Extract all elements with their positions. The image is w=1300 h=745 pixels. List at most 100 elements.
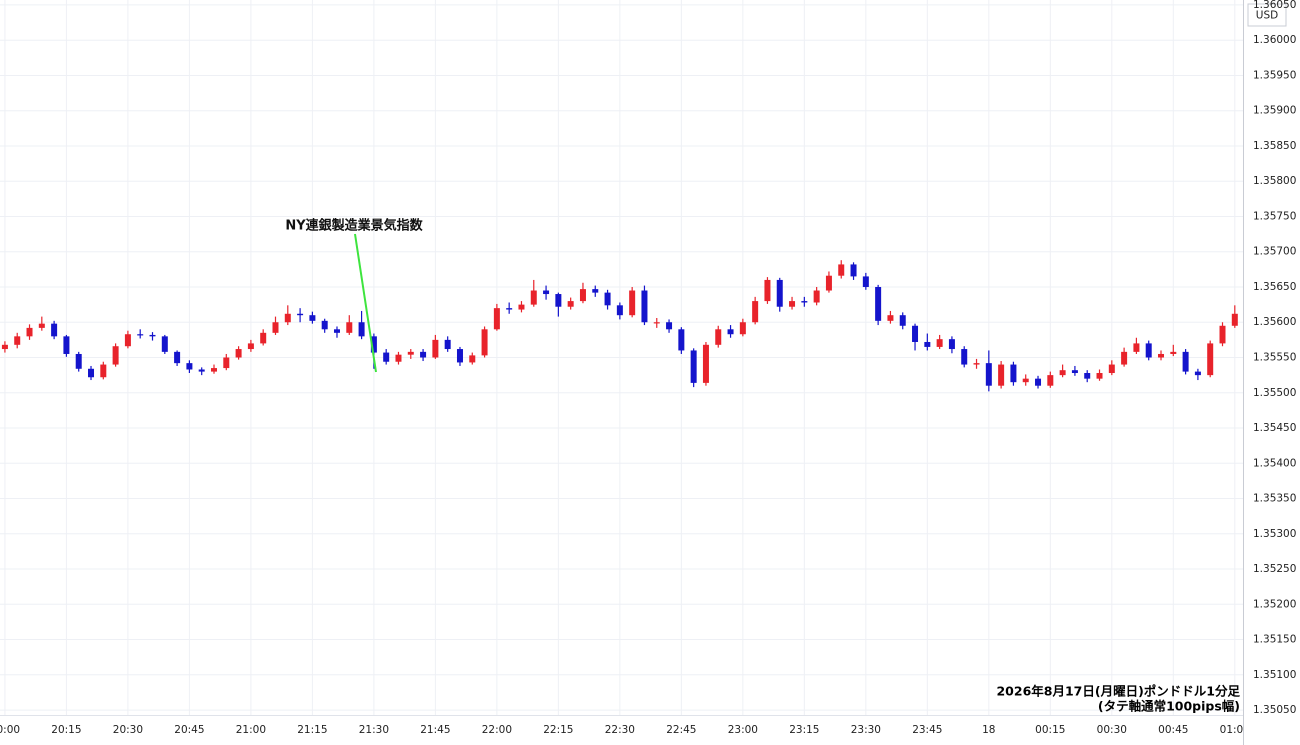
candle-body [961, 349, 968, 365]
candle-body [973, 363, 980, 365]
x-tick-label: 23:30 [851, 724, 881, 736]
currency-label: USD [1256, 10, 1278, 22]
candle-body [223, 357, 230, 369]
candle-body [530, 290, 537, 305]
candle-body [100, 364, 107, 378]
x-tick-label: 01:00 [1220, 724, 1250, 736]
candle-body [407, 351, 414, 355]
y-tick-label: 1.35050 [1253, 704, 1296, 716]
candle-body [112, 346, 119, 365]
x-tick-label: 21:45 [420, 724, 450, 736]
candle-body [641, 290, 648, 323]
y-tick-label: 1.35150 [1253, 634, 1296, 646]
candle-body [1170, 351, 1177, 354]
y-tick-label: 1.35250 [1253, 563, 1296, 575]
x-tick-label: 23:15 [789, 724, 819, 736]
candle-body [420, 351, 427, 358]
candle-body [506, 308, 513, 310]
candle-body [235, 349, 242, 358]
candle-body [899, 315, 906, 326]
candle-body [789, 301, 796, 307]
candle-body [653, 322, 660, 324]
candle-body [198, 369, 205, 372]
y-tick-label: 1.36050 [1253, 0, 1296, 11]
candle-body [1010, 364, 1017, 383]
candle-body [752, 301, 759, 323]
x-tick-label: 21:00 [236, 724, 266, 736]
candle-body [469, 355, 476, 363]
candle-body [690, 350, 697, 383]
y-tick-label: 1.35100 [1253, 669, 1296, 681]
candle-body [1084, 373, 1091, 379]
y-tick-label: 1.35300 [1253, 528, 1296, 540]
y-tick-label: 1.35750 [1253, 210, 1296, 222]
candle-body [887, 315, 894, 321]
currency-box [1247, 3, 1287, 27]
y-tick-label: 1.35850 [1253, 140, 1296, 152]
candle-body [444, 339, 451, 350]
candle-body [739, 322, 746, 335]
candle-body [14, 336, 21, 345]
plot-area: 20:00 20:15 20:30 20:45 21:00 21:15 21:30 21:45… [0, 0, 1250, 736]
candle-body [1231, 313, 1238, 326]
candle-body [1096, 373, 1103, 379]
x-tick-label: 00:30 [1097, 724, 1127, 736]
candle-body [383, 352, 390, 362]
candle-body [862, 276, 869, 287]
price-axis-background [1243, 0, 1300, 745]
candle-body [247, 343, 254, 350]
candle-body [604, 292, 611, 306]
candle-body [875, 286, 882, 321]
y-tick-label: 1.35600 [1253, 316, 1296, 328]
candle-body [1194, 371, 1201, 376]
x-tick-label: 21:30 [359, 724, 389, 736]
candle-body [186, 363, 193, 370]
candle-body [1121, 351, 1128, 365]
candle-body [998, 364, 1005, 386]
candle-body [936, 339, 943, 347]
candle-body [813, 290, 820, 303]
candle-body [555, 294, 562, 307]
candle-body [137, 334, 144, 336]
candle-body [727, 329, 734, 335]
x-tick-label: 20:15 [51, 724, 81, 736]
candle-body [493, 308, 500, 330]
y-tick-label: 1.35900 [1253, 105, 1296, 117]
candle-body [309, 315, 316, 321]
candle-body [985, 363, 992, 386]
candle-body [764, 279, 771, 302]
candle-body [629, 290, 636, 316]
candle-body [161, 336, 168, 352]
candle-body [948, 339, 955, 350]
candle-body [1133, 343, 1140, 352]
candle-body [924, 341, 931, 347]
candle-body [567, 301, 574, 307]
candle-body [1158, 353, 1165, 358]
candle-body [51, 323, 58, 337]
y-tick-label: 1.35200 [1253, 598, 1296, 610]
y-tick-label: 1.36000 [1253, 34, 1296, 46]
y-tick-label: 1.35350 [1253, 493, 1296, 505]
candle-body [456, 349, 463, 363]
candle-body [1047, 375, 1054, 386]
candle-body [124, 334, 131, 347]
candle-body [715, 329, 722, 345]
candle-body [1022, 378, 1029, 383]
x-tick-label: 00:45 [1158, 724, 1188, 736]
candle-body [1108, 364, 1115, 374]
candle-body [26, 327, 33, 337]
x-tick-label: 20:45 [174, 724, 204, 736]
candle-body [333, 329, 340, 333]
candle-body [1207, 343, 1214, 376]
x-tick-label: 22:15 [543, 724, 573, 736]
candle-body [1035, 378, 1042, 386]
candle-body [678, 329, 685, 351]
candle-body [592, 289, 599, 293]
x-tick-label: 21:15 [297, 724, 327, 736]
candle-body [370, 336, 377, 353]
annotation-pointer [354, 233, 377, 373]
candle-body [75, 353, 82, 369]
candle-body [1145, 343, 1152, 358]
